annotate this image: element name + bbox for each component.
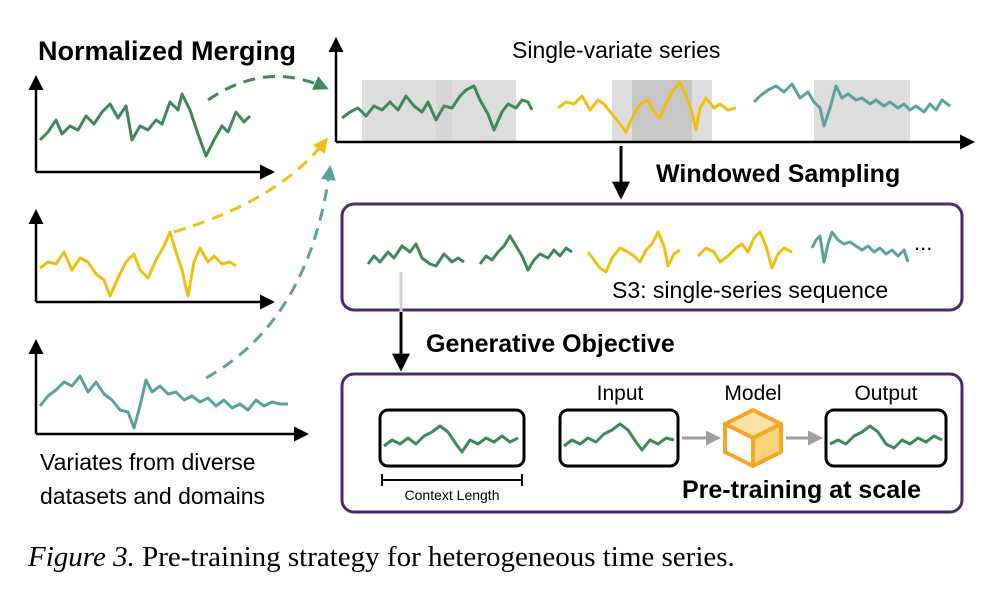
generative-objective-heading: Generative Objective xyxy=(426,330,675,358)
context-length-label: Context Length xyxy=(405,487,500,503)
input-label: Input xyxy=(597,382,644,405)
segment-teal-1 xyxy=(810,230,910,264)
merge-arrow-green xyxy=(207,74,329,102)
segment-green-2 xyxy=(478,234,573,272)
model-cube-icon xyxy=(723,408,783,468)
context-series-line xyxy=(383,424,519,454)
output-label: Output xyxy=(854,382,917,405)
variate-plot-green xyxy=(28,75,275,180)
merged-green-line xyxy=(341,84,534,132)
green-series-line xyxy=(38,92,252,158)
variates-caption-line2: datasets and domains xyxy=(40,483,265,509)
variate-plot-yellow xyxy=(28,209,275,310)
merged-yellow-line xyxy=(557,80,737,134)
figure-label: Figure 3. xyxy=(27,541,135,573)
yellow-series-line xyxy=(39,230,237,298)
input-window xyxy=(558,408,680,468)
normalized-merging-heading: Normalized Merging xyxy=(38,36,296,66)
model-label: Model xyxy=(724,382,781,405)
s3-ellipsis: ... xyxy=(914,230,932,255)
s3-sequence-box xyxy=(340,202,964,312)
windowed-sampling-heading: Windowed Sampling xyxy=(656,160,900,188)
segment-yellow-1 xyxy=(586,230,681,274)
variates-caption-line1: Variates from diverse xyxy=(40,449,256,475)
output-series-line xyxy=(829,424,943,450)
output-window xyxy=(824,408,948,468)
segment-green-1 xyxy=(366,242,465,268)
segment-yellow-2 xyxy=(696,230,793,270)
merge-arrow-teal xyxy=(205,165,336,380)
figure-caption-text: Pre-training strategy for heterogeneous … xyxy=(135,541,735,573)
teal-series-line xyxy=(38,374,288,430)
merged-teal-line xyxy=(752,82,951,128)
merge-arrow-yellow xyxy=(173,137,328,234)
single-variate-series-label: Single-variate series xyxy=(512,37,720,63)
input-series-line xyxy=(563,422,675,452)
s3-sequence-segments xyxy=(366,230,910,274)
s3-sequence-label: S3: single-series sequence xyxy=(612,277,888,303)
merged-series-plot xyxy=(328,37,975,150)
pretraining-at-scale-heading: Pre-training at scale xyxy=(682,476,921,504)
figure-caption: Figure 3. Pre-training strategy for hete… xyxy=(27,541,735,573)
variate-plot-teal xyxy=(28,339,309,442)
